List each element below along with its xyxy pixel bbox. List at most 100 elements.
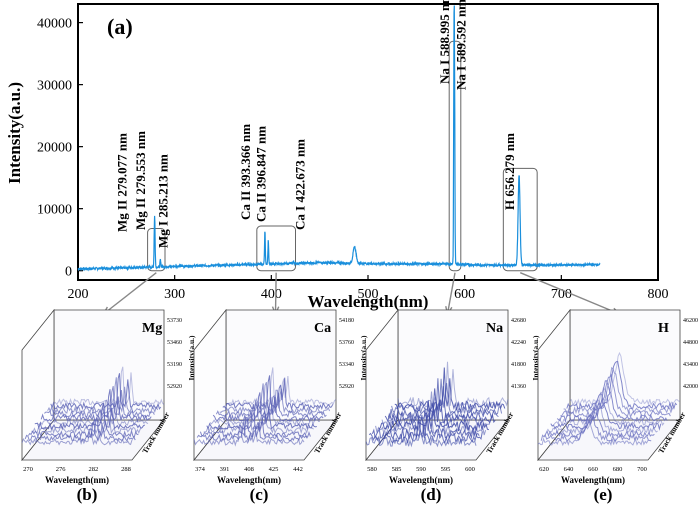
subpanel-x-tick-label: 374 xyxy=(195,466,206,473)
track-trace xyxy=(566,360,678,411)
subpanel-x-tick-label: 408 xyxy=(244,466,254,473)
subpanels: Mg 270 276 282 288 Wavelength(nm) 53730 53460 53… xyxy=(21,308,698,504)
track-trace xyxy=(537,417,649,447)
x-tick-label: 600 xyxy=(454,287,475,302)
subpanel-x-tick-label: 288 xyxy=(121,466,131,473)
subpanel-x-tick-label: 680 xyxy=(613,466,623,473)
main-panel-label: (a) xyxy=(107,14,133,39)
peak-label: Mg II 279.553 nm xyxy=(133,131,148,230)
track-trace xyxy=(384,388,496,425)
peak-label: Mg II 279.077 nm xyxy=(114,133,129,232)
track-trace xyxy=(550,393,662,431)
y-tick-label: 0 xyxy=(65,265,72,280)
track-trace xyxy=(371,414,483,441)
track-trace xyxy=(556,380,668,423)
highlight-window xyxy=(147,228,166,272)
peak-label: Na I 588.995 nm xyxy=(437,0,452,84)
track-trace xyxy=(193,424,305,447)
zoom-connector xyxy=(446,272,456,315)
subpanel-element-label: Mg xyxy=(142,321,162,336)
subpanel-x-tick-label: 282 xyxy=(88,466,98,473)
subpanel-x-tick-label: 580 xyxy=(367,466,377,473)
subpanel-x-axis-label: Wavelength(nm) xyxy=(217,475,281,485)
peak-label: Ca I 422.673 nm xyxy=(292,139,307,230)
subpanel-x-tick-label: 600 xyxy=(465,466,475,473)
subpanel-x-axis-label: Wavelength(nm) xyxy=(389,475,453,485)
peak-label: Mg I 285.213 nm xyxy=(155,154,170,248)
subpanel-x-tick-label: 700 xyxy=(637,466,647,473)
subpanel-element-label: Ca xyxy=(314,321,331,336)
subpanel-z-tick-label: 52920 xyxy=(167,384,182,390)
subpanel-side-wall xyxy=(537,308,571,462)
zoom-connector xyxy=(103,272,157,315)
subpanel-z-tick-label: 53730 xyxy=(167,318,182,324)
subpanel-label: (c) xyxy=(250,485,269,504)
track-trace xyxy=(215,383,327,419)
subpanel-y-axis-label: Intensity(a.u.) xyxy=(531,335,540,381)
subpanel-mg: Mg 270 276 282 288 Wavelength(nm) 53730 53460 53… xyxy=(21,308,196,504)
subpanel-z-tick-label: 41800 xyxy=(511,362,526,368)
y-tick-label: 10000 xyxy=(37,203,72,218)
zoom-connectors xyxy=(102,272,622,316)
y-tick-label: 40000 xyxy=(37,17,72,32)
main-spectrum-panel: (a) Wavelength(nm) Intensity(a.u.) 200 30… xyxy=(5,0,669,311)
subpanel-z-tick-label: 46200 xyxy=(683,318,698,324)
track-trace xyxy=(569,351,681,407)
track-trace xyxy=(31,408,142,435)
track-trace xyxy=(375,407,487,437)
y-tick-label: 20000 xyxy=(37,141,72,156)
highlight-window xyxy=(256,225,297,272)
main-spectrum-line xyxy=(77,5,601,272)
peak-label: H 656.279 nm xyxy=(502,133,517,210)
subpanel-x-axis-label: Wavelength(nm) xyxy=(561,475,625,485)
track-trace xyxy=(387,378,499,421)
zoom-connector xyxy=(274,272,277,315)
subpanel-z-tick-label: 53760 xyxy=(339,340,354,346)
subpanel-z-tick-label: 42680 xyxy=(511,318,526,324)
subpanel-z-tick-label: 44800 xyxy=(683,340,698,346)
peak-label: Na I 589.592 nm xyxy=(454,0,469,90)
x-tick-label: 700 xyxy=(551,287,572,302)
track-trace xyxy=(378,400,489,432)
main-x-axis-label: Wavelength(nm) xyxy=(308,292,429,311)
subpanel-x-tick-label: 660 xyxy=(588,466,598,473)
subpanel-label: (d) xyxy=(421,485,442,504)
track-trace xyxy=(203,409,314,435)
subpanel-x-tick-label: 595 xyxy=(441,466,451,473)
x-tick-label: 500 xyxy=(358,287,379,302)
track-trace xyxy=(24,419,136,443)
track-trace xyxy=(391,378,503,416)
track-trace xyxy=(560,373,671,419)
main-plot-frame xyxy=(77,3,659,281)
subpanel-h: H 620 640 660 680 700 Wavelength(nm) 46200 44800… xyxy=(537,308,698,504)
track-trace xyxy=(365,421,477,448)
subpanel-z-tick-label: 41360 xyxy=(511,384,526,390)
subpanel-element-label: H xyxy=(658,321,669,336)
subpanel-x-tick-label: 590 xyxy=(416,466,426,473)
track-trace xyxy=(222,375,334,411)
subpanel-z-tick-label: 53340 xyxy=(339,362,354,368)
track-trace xyxy=(540,413,652,442)
subpanel-z-tick-label: 52920 xyxy=(339,384,354,390)
x-tick-label: 200 xyxy=(68,287,89,302)
subpanel-side-wall xyxy=(21,308,55,462)
track-trace xyxy=(563,366,674,415)
subpanel-ca: Ca 374 391 408 425 442 Wavelength(nm) 54180 5376… xyxy=(193,308,368,504)
track-trace xyxy=(225,367,337,407)
subpanel-z-tick-label: 54180 xyxy=(339,318,354,324)
track-trace xyxy=(547,399,658,435)
subpanel-z-tick-label: 53190 xyxy=(167,362,182,368)
subpanel-x-tick-label: 270 xyxy=(23,466,33,473)
track-trace xyxy=(50,373,162,411)
x-tick-label: 300 xyxy=(164,287,185,302)
subpanel-x-tick-label: 391 xyxy=(220,466,230,473)
subpanel-y-axis-label: Intensity(a.u.) xyxy=(359,335,368,381)
peak-label: Ca II 396.847 nm xyxy=(253,126,268,222)
peak-label: Ca II 393.366 nm xyxy=(238,124,253,220)
subpanel-element-label: Na xyxy=(486,321,503,336)
track-trace xyxy=(209,397,321,427)
subpanel-x-tick-label: 276 xyxy=(56,466,67,473)
track-trace xyxy=(27,417,139,439)
main-axis-ticks: 200 300 400 500 600 700 800 0 10000 20000 30000 400… xyxy=(37,17,669,302)
